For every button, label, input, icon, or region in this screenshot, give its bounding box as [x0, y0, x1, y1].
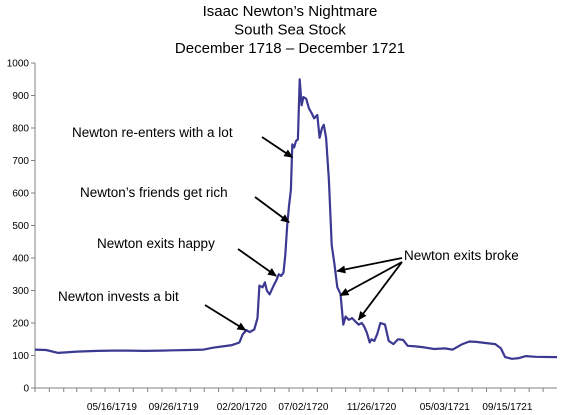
y-tick-label: 800: [12, 124, 29, 135]
y-tick-label: 600: [12, 189, 29, 200]
series-line: [34, 78, 558, 360]
annotation-arrow: [204, 304, 247, 331]
y-tick-label: 400: [12, 254, 29, 265]
y-tick-label: 500: [12, 221, 29, 232]
y-tick-label: 900: [12, 91, 29, 102]
x-tick-label: 05/03/1721: [420, 402, 470, 413]
annotation-label: Newton’s friends get rich: [80, 185, 228, 200]
x-tick-label: 09/15/1721: [482, 402, 532, 413]
annotation-arrow: [357, 261, 403, 321]
x-axis: 05/16/1719 09/26/1719 02/20/1720 07/02/1720…: [34, 387, 557, 413]
annotation-arrow: [254, 196, 290, 223]
x-tick-label: 09/26/1719: [149, 402, 199, 413]
plot-area: [34, 78, 558, 360]
chart-title-line-1: Isaac Newton’s Nightmare: [203, 3, 378, 20]
x-tick-label: 05/16/1719: [87, 402, 137, 413]
y-tick-label: 0: [23, 384, 29, 395]
y-tick-label: 300: [12, 286, 29, 297]
x-tick-label: 02/20/1720: [217, 402, 267, 413]
x-tick-label: 11/26/1720: [347, 402, 397, 413]
x-tick-label: 07/02/1720: [278, 402, 328, 413]
annotation-label: Newton re-enters with a lot: [72, 125, 233, 140]
chart-title-line-3: December 1718 – December 1721: [175, 40, 405, 57]
y-tick-label: 200: [12, 319, 29, 330]
annotation-label: Newton exits happy: [97, 236, 215, 251]
annotation-arrow: [261, 136, 294, 158]
annotation-label: Newton invests a bit: [58, 289, 179, 304]
chart-title-line-2: South Sea Stock: [234, 22, 346, 39]
annotation-label: Newton exits broke: [404, 248, 519, 263]
chart-title: Isaac Newton’s Nightmare South Sea StockD…: [175, 3, 405, 57]
annotation-arrow: [237, 248, 277, 277]
annotation-arrow: [336, 257, 403, 274]
y-tick-label: 1000: [7, 59, 30, 70]
y-tick-label: 100: [12, 351, 29, 362]
y-tick-label: 700: [12, 156, 29, 167]
annotations: Newton re-enters with a lot Newton’s frie…: [58, 125, 519, 331]
annotation-arrow: [339, 261, 403, 297]
y-axis: 0 100 200 300 400 500 600 700 800 900 1000: [7, 59, 36, 395]
